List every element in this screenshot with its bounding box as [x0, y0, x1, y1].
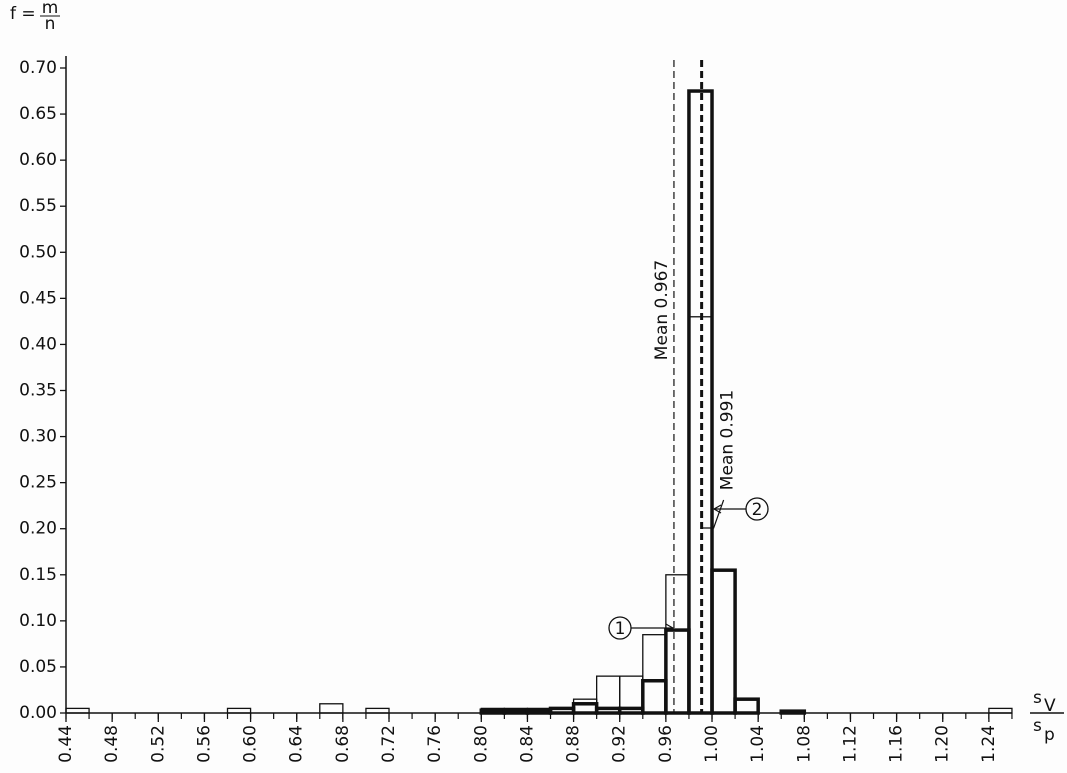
x-tick-label: 1.00 — [702, 725, 722, 763]
y-tick-label: 0.55 — [19, 196, 57, 216]
callout-head — [665, 623, 675, 633]
histogram-bar — [571, 702, 599, 715]
x-label-den-sub: p — [1044, 725, 1055, 745]
x-tick-label: 1.20 — [933, 725, 953, 763]
x-tick-label: 0.76 — [425, 725, 445, 763]
histogram-bar — [665, 574, 690, 714]
x-tick-label: 0.80 — [471, 725, 491, 763]
series-name: 1 — [615, 619, 626, 639]
histogram-bar — [711, 569, 736, 714]
y-tick-label: 0.50 — [19, 242, 57, 262]
y-tick-label: 0.00 — [19, 703, 57, 723]
histogram-bar — [617, 706, 645, 715]
y-tick-label: 0.65 — [19, 104, 57, 124]
x-tick-label: 0.84 — [517, 725, 537, 763]
histogram-bar — [319, 703, 344, 714]
x-tick-label: 0.92 — [610, 725, 630, 763]
histogram-bar — [734, 698, 759, 714]
x-tick-label: 0.52 — [148, 725, 168, 763]
x-tick-label: 0.88 — [564, 725, 584, 763]
x-tick-label: 1.04 — [748, 725, 768, 763]
mean-label: Mean 0.967 — [652, 260, 672, 360]
histogram-bar — [594, 706, 622, 715]
x-tick-label: 0.48 — [102, 725, 122, 763]
x-tick-label: 0.72 — [379, 725, 399, 763]
histogram-bar — [664, 628, 691, 715]
histogram-bar — [365, 707, 390, 714]
y-tick-label: 0.60 — [19, 150, 57, 170]
y-tick-label: 0.35 — [19, 381, 57, 401]
x-tick-label: 1.12 — [840, 725, 860, 763]
mean-label: Mean 0.991 — [718, 390, 738, 490]
y-tick-label: 0.05 — [19, 657, 57, 677]
histogram-bar — [548, 706, 576, 715]
y-label-num: m — [42, 0, 59, 18]
y-tick-label: 0.45 — [19, 288, 57, 308]
y-tick-label: 0.70 — [19, 58, 57, 78]
x-tick-label: 0.64 — [287, 725, 307, 763]
histogram-bar — [226, 707, 252, 714]
x-tick-label: 0.96 — [656, 725, 676, 763]
x-tick-label: 1.16 — [887, 725, 907, 763]
x-label-num-sub: V — [1044, 696, 1056, 716]
histogram-bar — [525, 708, 553, 715]
histogram-bar — [710, 568, 737, 715]
y-label-lhs: f = — [10, 4, 36, 24]
histogram-bar — [641, 679, 668, 715]
x-label-num: s — [1033, 688, 1042, 708]
x-tick-label: 0.56 — [194, 725, 214, 763]
y-label-den: n — [45, 14, 56, 34]
y-tick-label: 0.30 — [19, 427, 57, 447]
histogram-bar — [779, 709, 807, 715]
callout-head — [712, 504, 722, 514]
histogram-bar — [642, 634, 667, 714]
histogram-bar — [479, 708, 507, 715]
histogram-bar — [502, 708, 530, 715]
y-tick-label: 0.15 — [19, 565, 57, 585]
histogram-bar — [572, 698, 598, 714]
x-tick-label: 1.24 — [979, 725, 999, 763]
x-tick-label: 0.68 — [333, 725, 353, 763]
y-tick-label: 0.20 — [19, 519, 57, 539]
y-tick-label: 0.40 — [19, 334, 57, 354]
x-tick-label: 0.60 — [241, 725, 261, 763]
y-tick-label: 0.25 — [19, 473, 57, 493]
histogram-bar — [988, 707, 1013, 714]
x-tick-label: 0.44 — [56, 725, 76, 763]
histogram-bar — [733, 697, 760, 715]
histogram-bar — [65, 707, 90, 714]
x-label-den: s — [1033, 716, 1042, 736]
series-name: 2 — [752, 500, 763, 520]
y-tick-label: 0.10 — [19, 611, 57, 631]
x-tick-label: 1.08 — [794, 725, 814, 763]
